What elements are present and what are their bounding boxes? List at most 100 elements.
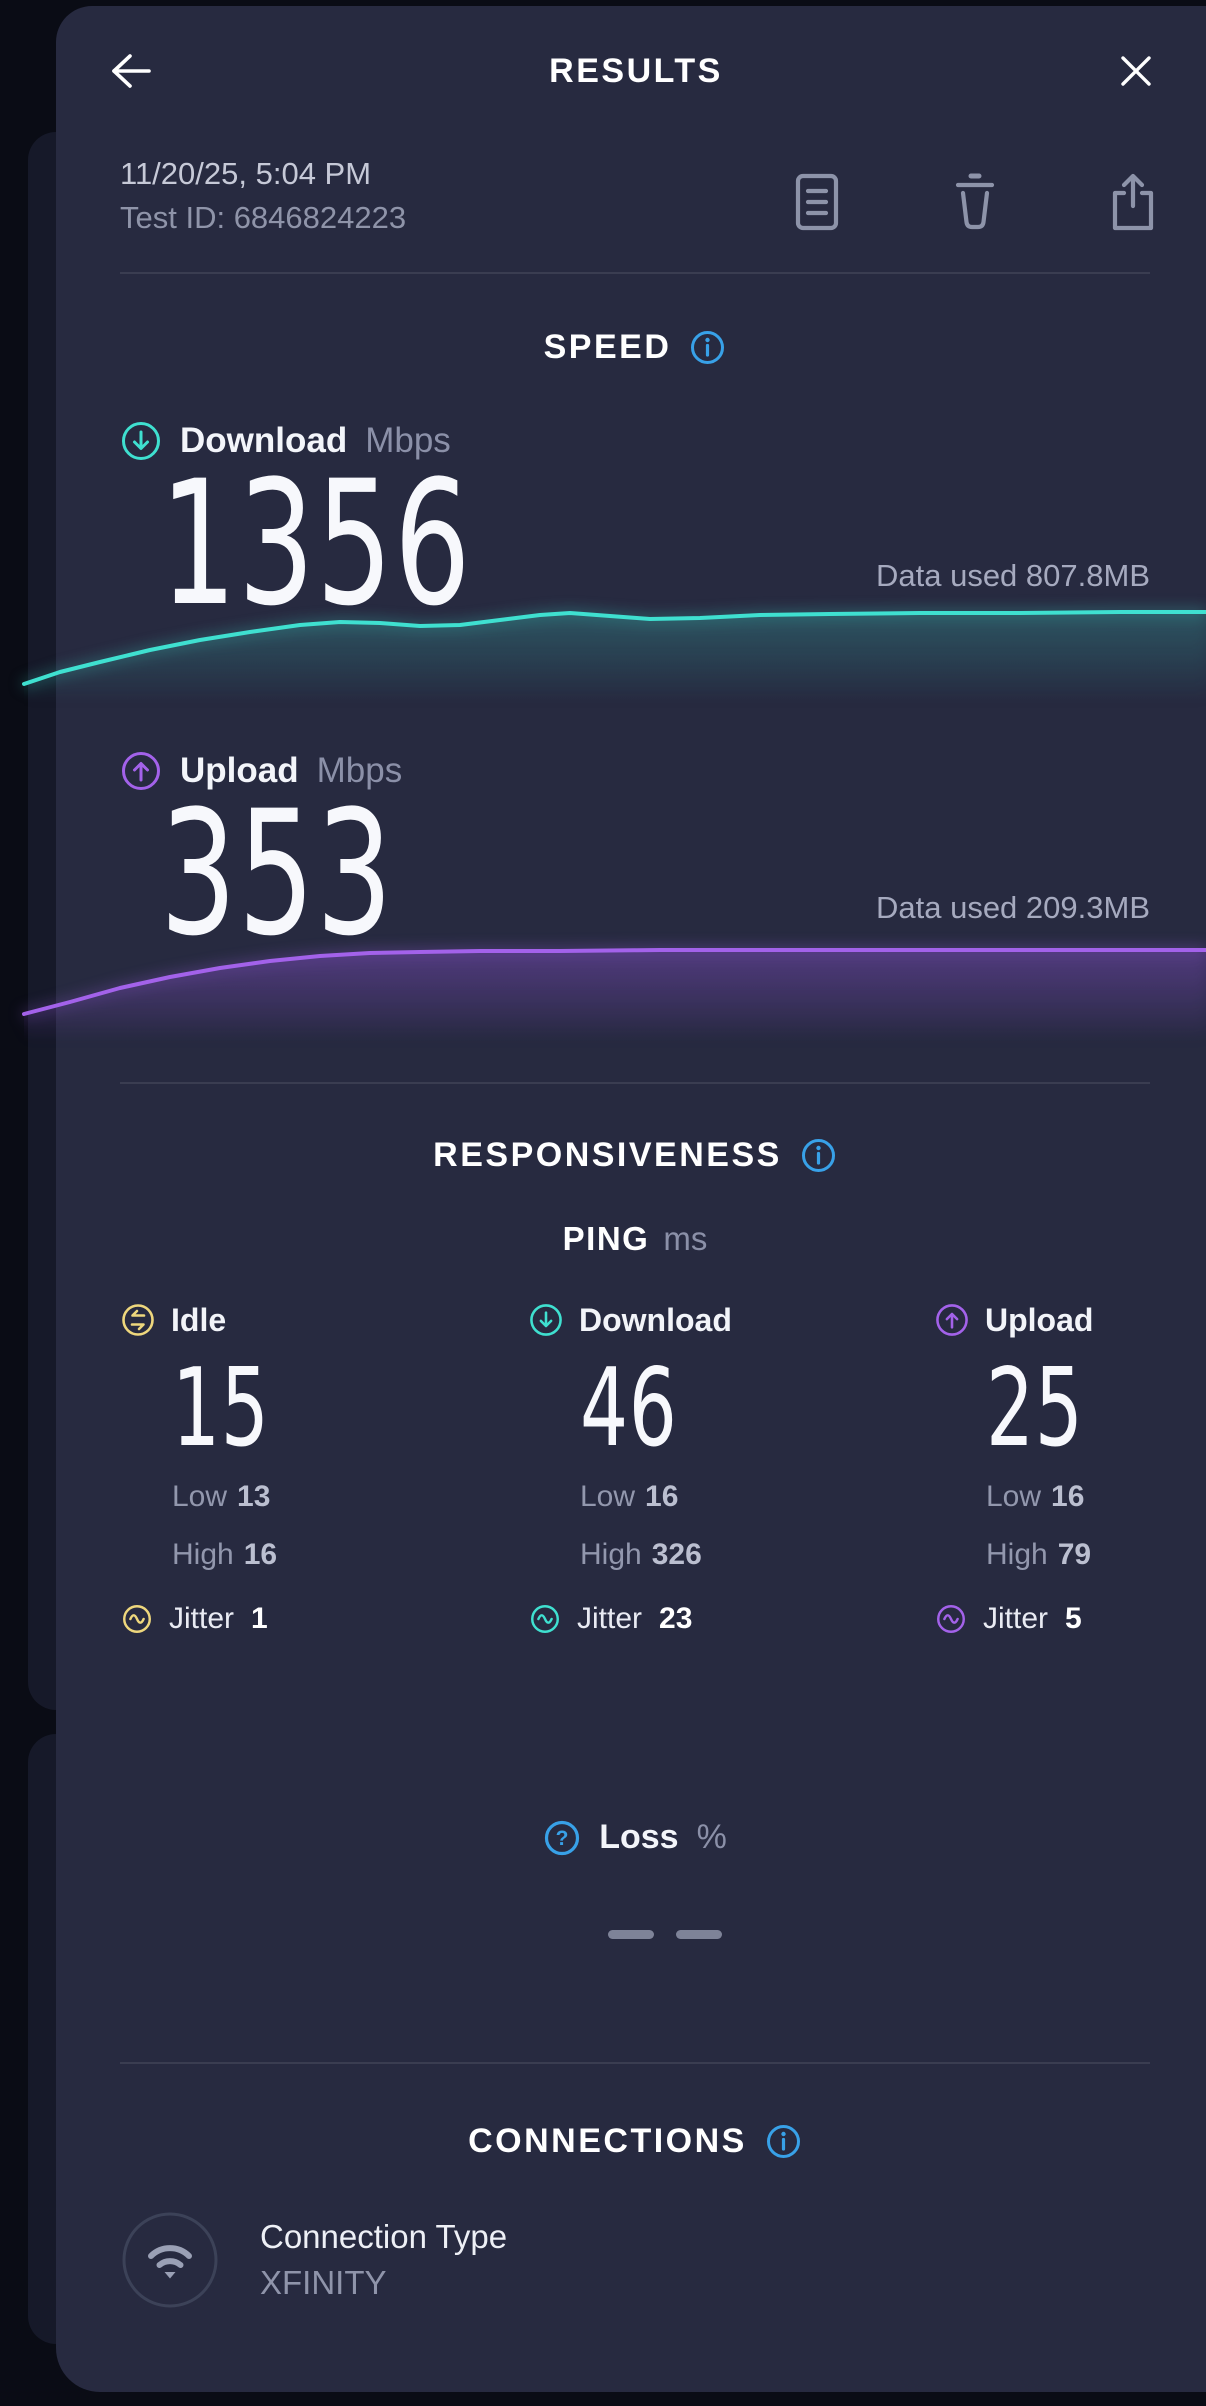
share-icon	[1112, 173, 1154, 231]
upload-icon	[936, 1304, 968, 1336]
ping-column-name: Idle	[171, 1301, 227, 1338]
jitter-value: 1	[251, 1602, 268, 1635]
test-id: Test ID: 6846824223	[120, 200, 407, 235]
ping-column-header: Download	[528, 1298, 858, 1342]
notes-button[interactable]	[786, 168, 848, 236]
ping-low: Low 16	[580, 1468, 858, 1526]
header-bar: RESULTS	[100, 42, 1160, 100]
ping-value: 15	[172, 1346, 270, 1471]
divider	[120, 1082, 1150, 1084]
ping-column-name: Upload	[985, 1301, 1094, 1338]
download-header: Download Mbps	[120, 420, 451, 462]
page-title: RESULTS	[549, 51, 723, 90]
ping-value: 46	[580, 1346, 678, 1471]
high-value: 16	[243, 1538, 278, 1571]
jitter-icon	[937, 1605, 965, 1633]
connection-type-row: Connection Type XFINITY	[120, 2210, 507, 2310]
test-datetime: 11/20/25, 5:04 PM	[120, 156, 372, 191]
jitter-label: Jitter	[983, 1602, 1049, 1635]
ping-column-name: Download	[579, 1301, 732, 1338]
connections-title-text: CONNECTIONS	[468, 2122, 747, 2160]
download-sparkline	[22, 610, 1206, 704]
ping-high: High 16	[172, 1526, 450, 1584]
download-label: Download	[180, 421, 348, 460]
download-icon	[122, 422, 160, 460]
test-meta-row: 11/20/25, 5:04 PM Test ID: 6846824223	[120, 152, 1164, 240]
jitter-label: Jitter	[169, 1602, 235, 1635]
jitter-label: Jitter	[577, 1602, 643, 1635]
divider	[120, 272, 1150, 274]
loss-header: ? Loss %	[120, 1818, 1150, 1857]
wifi-icon	[122, 2212, 218, 2308]
upload-data-used: Data used 209.3MB	[875, 890, 1150, 925]
ping-title: PING ms	[120, 1220, 1150, 1258]
ping-column-download: Download 46 Low 16 High 326 Jitter 23	[528, 1298, 858, 1636]
loss-dash	[676, 1930, 722, 1939]
jitter-icon	[123, 1605, 151, 1633]
upload-icon	[122, 752, 160, 790]
low-label: Low	[986, 1480, 1042, 1513]
speed-section-title: SPEED	[120, 328, 1150, 367]
jitter-icon	[531, 1605, 559, 1633]
close-icon	[1121, 56, 1151, 86]
result-actions	[786, 168, 1164, 240]
ping-column-header: Idle	[120, 1298, 450, 1342]
high-value: 326	[651, 1538, 702, 1571]
ping-column-upload: Upload 25 Low 16 High 79 Jitter 5	[934, 1298, 1206, 1636]
upload-value: 353	[160, 773, 395, 974]
info-icon[interactable]	[765, 2123, 802, 2160]
ping-jitter: Jitter 1	[120, 1602, 450, 1636]
low-value: 13	[237, 1480, 271, 1513]
ping-column-header: Upload	[934, 1298, 1206, 1342]
ping-label: PING	[562, 1220, 650, 1257]
ping-jitter: Jitter 23	[528, 1602, 858, 1636]
high-value: 79	[1057, 1538, 1092, 1571]
divider	[120, 2062, 1150, 2064]
idle-icon	[122, 1304, 154, 1336]
ping-high: High 79	[986, 1526, 1206, 1584]
loss-value-placeholder	[150, 1930, 1180, 1939]
notes-icon	[795, 173, 839, 231]
connection-type-text: Connection Type XFINITY	[260, 2214, 507, 2306]
download-value: 1356	[160, 443, 473, 644]
loss-unit: %	[696, 1818, 727, 1856]
connections-section-title: CONNECTIONS	[120, 2122, 1150, 2161]
speed-title-text: SPEED	[543, 328, 672, 366]
download-icon	[530, 1304, 562, 1336]
back-button[interactable]	[100, 43, 160, 99]
trash-icon	[955, 173, 995, 230]
ping-unit: ms	[663, 1220, 708, 1257]
upload-header: Upload Mbps	[120, 750, 402, 792]
loss-label: Loss	[599, 1818, 679, 1856]
loss-help-icon[interactable]: ?	[543, 1819, 581, 1857]
download-data-used: Data used 807.8MB	[875, 558, 1150, 593]
low-label: Low	[580, 1480, 636, 1513]
test-meta-text: 11/20/25, 5:04 PM Test ID: 6846824223	[120, 152, 406, 240]
results-card: RESULTS 11/20/25, 5:04 PM Test ID: 68468…	[56, 6, 1206, 2392]
info-icon[interactable]	[800, 1137, 837, 1174]
connection-type-label: Connection Type	[260, 2218, 508, 2255]
ping-low: Low 16	[986, 1468, 1206, 1526]
info-icon[interactable]	[689, 329, 726, 366]
delete-button[interactable]	[944, 168, 1006, 236]
close-button[interactable]	[1112, 47, 1160, 95]
share-button[interactable]	[1102, 168, 1164, 236]
upload-unit: Mbps	[316, 751, 403, 790]
connection-type-value: XFINITY	[260, 2264, 387, 2301]
high-label: High	[172, 1538, 234, 1571]
ping-jitter: Jitter 5	[934, 1602, 1206, 1636]
download-unit: Mbps	[365, 421, 451, 460]
ping-column-idle: Idle 15 Low 13 High 16 Jitter 1	[120, 1298, 450, 1636]
low-value: 16	[645, 1480, 679, 1513]
jitter-value: 23	[659, 1602, 693, 1635]
upload-sparkline	[22, 948, 1206, 1042]
responsiveness-section-title: RESPONSIVENESS	[120, 1136, 1150, 1175]
high-label: High	[986, 1538, 1048, 1571]
back-arrow-icon	[112, 54, 151, 88]
loss-dash	[608, 1930, 654, 1939]
ping-low: Low 13	[172, 1468, 450, 1526]
high-label: High	[580, 1538, 642, 1571]
upload-label: Upload	[180, 751, 299, 790]
jitter-value: 5	[1065, 1602, 1082, 1635]
